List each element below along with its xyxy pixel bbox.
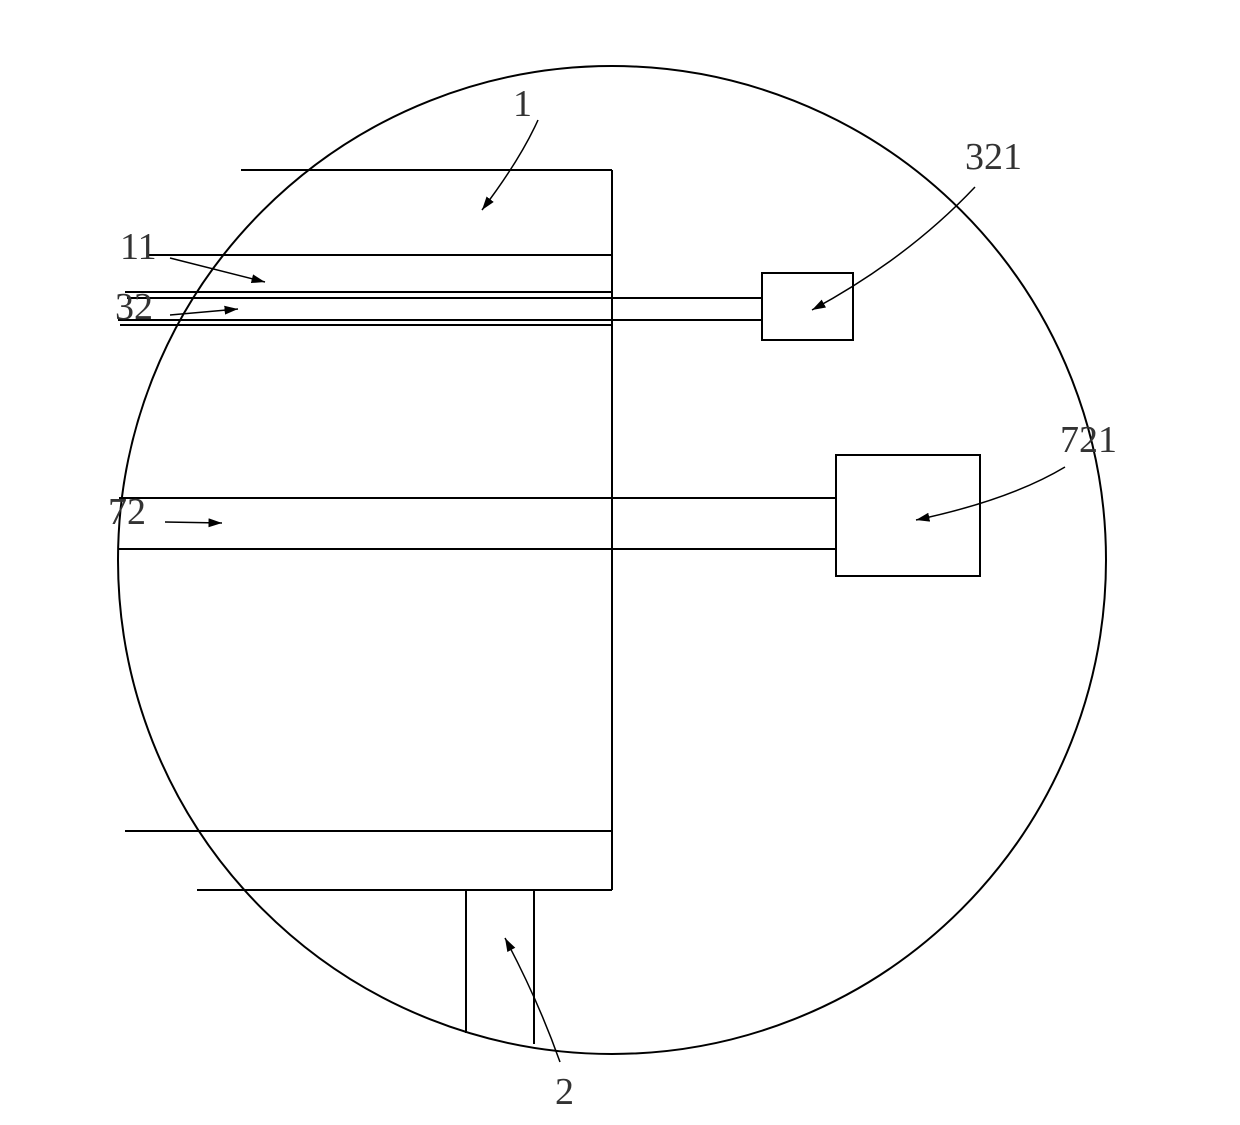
label-2: 2 (555, 1070, 574, 1114)
leader-321 (812, 187, 975, 310)
leader-1 (482, 120, 538, 210)
diagram-container: 1 11 32 321 72 721 2 (0, 0, 1240, 1125)
label-11: 11 (120, 225, 157, 269)
technical-drawing (0, 0, 1240, 1125)
label-1: 1 (513, 82, 532, 126)
leader-32 (170, 309, 238, 315)
leader-72 (165, 522, 222, 523)
label-321: 321 (965, 135, 1022, 179)
leader-721 (916, 467, 1065, 520)
label-32: 32 (115, 285, 153, 329)
box-721 (836, 455, 980, 576)
label-72: 72 (108, 490, 146, 534)
box-321 (762, 273, 853, 340)
label-721: 721 (1060, 418, 1117, 462)
